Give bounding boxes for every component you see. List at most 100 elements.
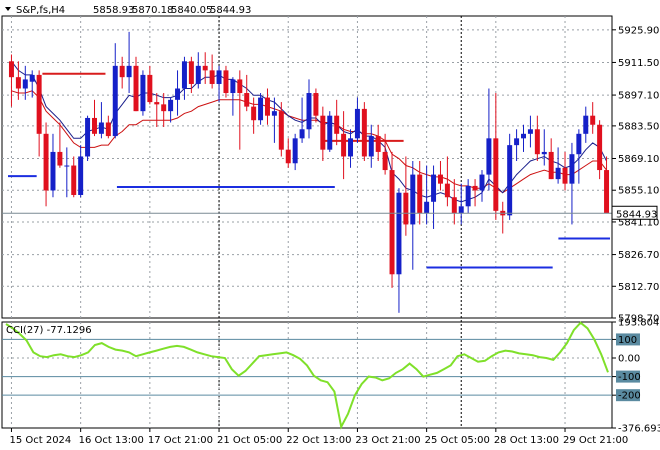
y-tick-label: 5925.90 [618, 25, 659, 36]
cci-tick-label: 193.8047 [618, 318, 660, 329]
candle-body [348, 138, 354, 157]
candle [396, 188, 402, 313]
candle-body [555, 167, 561, 180]
candle [368, 124, 374, 168]
candle-body [230, 79, 236, 94]
candle-body [341, 133, 347, 157]
candle [562, 151, 568, 191]
candle-body [313, 93, 319, 116]
x-tick-label: 28 Oct 13:00 [494, 435, 559, 446]
candle [327, 111, 333, 152]
candle [313, 88, 319, 123]
candle [576, 129, 582, 184]
candle [348, 129, 354, 168]
candle [548, 138, 554, 180]
candle-body [15, 77, 21, 89]
candle-body [29, 74, 35, 82]
candle-body [92, 117, 97, 134]
cci-tick-label: -376.6939 [618, 424, 660, 435]
candle-body [126, 65, 132, 78]
candle [105, 115, 111, 139]
candle [451, 179, 457, 225]
candle [465, 179, 471, 214]
candle-body [202, 65, 208, 71]
candle-body [507, 145, 513, 216]
candle [237, 70, 243, 150]
candle-body [285, 149, 291, 164]
cci-tick-label: -100 [618, 372, 641, 383]
candle-body [161, 104, 167, 112]
time-axis: 15 Oct 2024 16 Oct 13:00 17 Oct 21:00 21 Oc… [9, 428, 628, 446]
candle [437, 160, 443, 191]
x-tick-label: 29 Oct 21:00 [563, 435, 628, 446]
candle [202, 52, 208, 84]
candle-body [437, 174, 443, 184]
candle-body [320, 115, 326, 150]
candle [209, 54, 215, 89]
candle [15, 61, 21, 100]
candle-body [451, 197, 457, 214]
candle [597, 120, 603, 180]
candle-body [188, 61, 194, 84]
candle-body [43, 133, 49, 191]
candle [244, 74, 250, 112]
candle [133, 56, 139, 112]
price-frame [1, 15, 613, 319]
candle-body [244, 93, 250, 107]
candle [472, 179, 478, 207]
candle-body [71, 165, 77, 195]
candle [181, 56, 187, 100]
candle-body [590, 115, 596, 125]
candle [541, 129, 547, 166]
candle [354, 97, 360, 143]
candle [78, 145, 84, 198]
cci-level-tag [616, 370, 640, 383]
candle-body [258, 97, 264, 121]
candle [403, 156, 409, 236]
dropdown-triangle-icon[interactable] [5, 7, 11, 11]
candle-body [334, 115, 340, 134]
candle-body [417, 174, 423, 214]
y-tick-label: 5897.10 [618, 91, 659, 102]
y-tick-label: 5812.70 [618, 282, 659, 293]
chart-header: S&P,fs,H4 5858.93 5870.18 5840.05 5844.9… [5, 5, 251, 16]
candle [334, 99, 340, 146]
ohlc-open: 5858.93 [93, 5, 134, 16]
candle-body [493, 138, 499, 211]
candle [126, 31, 132, 94]
candle [444, 156, 450, 207]
candle-body [327, 115, 333, 150]
candle-body [50, 151, 56, 191]
candle-body [85, 117, 91, 157]
candle [479, 170, 485, 202]
cci-panel: 193.8047 100 0.00 -100 -200 -376.6939 [1, 318, 660, 435]
candle [29, 70, 35, 98]
candle [85, 115, 91, 161]
x-tick-label: 25 Oct 05:00 [425, 435, 490, 446]
candle-body [604, 170, 610, 214]
candle [147, 65, 153, 105]
candle-body [521, 133, 526, 139]
last-price-label: 5844.93 [616, 209, 657, 220]
candle-body [410, 174, 416, 225]
candle-body [251, 106, 257, 121]
candle [71, 156, 77, 198]
candle-body [181, 61, 187, 89]
candle [458, 183, 464, 225]
candle-body [431, 174, 437, 202]
cci-line [5, 321, 609, 430]
candle-body [403, 192, 409, 225]
candle-body [597, 124, 603, 171]
candle [140, 70, 146, 116]
x-tick-label: 22 Oct 13:00 [286, 435, 351, 446]
candle-body [299, 129, 305, 139]
candle [264, 88, 270, 125]
candle [306, 79, 312, 139]
x-tick-label: 21 Oct 05:00 [217, 435, 282, 446]
candle [223, 65, 229, 98]
candle-body [78, 156, 84, 195]
candle-body [479, 174, 485, 191]
candle-body [382, 151, 388, 171]
